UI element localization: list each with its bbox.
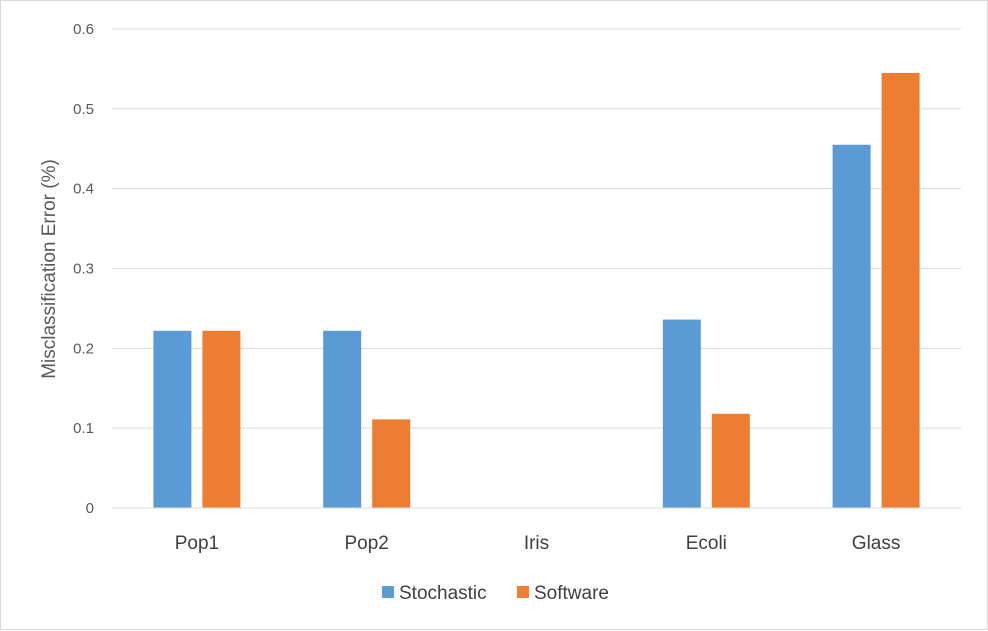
y-tick-label: 0.1 (73, 420, 94, 437)
legend: Stochastic Software (382, 583, 609, 604)
x-tick-label: Glass (852, 533, 901, 554)
legend-label-software: Software (534, 583, 609, 604)
bar-stochastic-ecoli (662, 319, 701, 508)
y-axis-ticks: 0 0.1 0.2 0.3 0.4 0.5 0.6 (73, 21, 94, 517)
bar-software-pop2 (372, 419, 411, 508)
legend-label-stochastic: Stochastic (399, 583, 487, 604)
bars (153, 72, 920, 509)
y-tick-label: 0.6 (73, 21, 94, 38)
bar-stochastic-pop2 (323, 330, 362, 508)
gridlines (112, 28, 961, 429)
bar-stochastic-glass (832, 144, 871, 508)
x-axis-ticks: Pop1 Pop2 Iris Ecoli Glass (175, 533, 901, 554)
x-tick-label: Iris (524, 533, 549, 554)
x-tick-label: Pop2 (345, 533, 389, 554)
x-tick-label: Pop1 (175, 533, 219, 554)
bar-software-glass (881, 72, 920, 509)
y-tick-label: 0.2 (73, 340, 94, 357)
legend-swatch-stochastic (382, 586, 394, 598)
y-tick-label: 0.5 (73, 101, 94, 118)
y-tick-label: 0 (86, 500, 94, 517)
y-axis-title: Misclassification Error (%) (39, 159, 60, 379)
y-tick-label: 0.4 (73, 181, 94, 198)
bar-software-pop1 (202, 330, 241, 508)
x-tick-label: Ecoli (686, 533, 727, 554)
bar-software-ecoli (711, 413, 750, 508)
y-tick-label: 0.3 (73, 261, 94, 278)
bar-stochastic-pop1 (153, 330, 192, 508)
legend-swatch-software (517, 586, 529, 598)
